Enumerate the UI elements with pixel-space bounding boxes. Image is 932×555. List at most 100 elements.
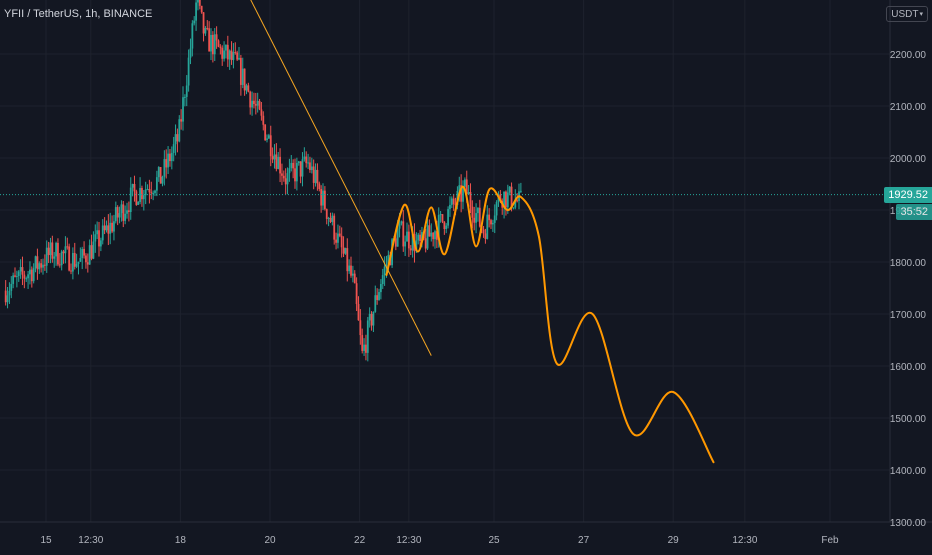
candle [81,246,84,270]
candle [111,215,113,234]
candle [344,247,347,255]
price-axis[interactable]: 2200.002100.002000.001900.001800.001700.… [890,50,927,529]
candle-body [43,264,46,266]
candle [262,111,265,131]
candle-body [36,256,39,270]
candle-body [445,225,448,230]
candle-body [73,252,76,267]
candle [243,68,246,96]
candle [88,239,91,265]
candle-body [200,5,203,13]
candle-body [40,263,43,268]
symbol-title[interactable]: YFII / TetherUS, 1h, BINANCE [4,8,153,20]
candle [187,49,190,92]
candle [232,43,235,69]
candle [17,270,20,282]
candle [383,256,386,286]
candle-body [241,68,244,85]
candle-body [301,159,304,177]
candle [471,200,474,229]
candle [310,157,313,174]
candle-body [30,269,33,282]
candle-body [355,283,358,304]
candle-body [366,320,369,353]
candle [85,253,87,269]
candle-body [279,156,281,174]
candle [379,279,382,300]
candle-body [198,0,201,6]
candle [118,206,121,224]
candle-body [27,274,29,279]
candle [342,236,345,258]
candle [92,231,95,260]
candle [327,216,330,227]
candle [204,26,207,36]
candle [182,86,184,131]
candle-body [182,97,184,122]
candle [208,21,211,52]
candle-body [303,156,306,160]
candle-body [155,177,158,191]
candle-body [178,119,181,142]
candle [221,45,224,66]
candle-body [254,103,257,106]
candle [55,241,57,266]
candle-body [394,238,397,247]
candle [275,143,278,172]
time-axis[interactable]: 15 12:30 18 20 22 12:30 25 27 29 12:30 Feb [40,535,839,546]
candle-body [47,247,50,256]
candle-body [365,344,367,353]
candle [133,175,136,202]
candle [49,237,52,264]
candle-body [510,186,513,208]
candle [277,151,280,170]
candle-body [146,189,149,191]
candle-body [266,138,268,141]
candle [322,183,324,210]
candle-body [318,183,321,189]
candle-body [437,215,440,240]
candle-body [327,217,330,219]
candle-body [14,275,16,277]
currency-selector[interactable]: USDT▾ [886,6,928,22]
candle-body [225,44,227,51]
candle [38,261,41,274]
candle [267,133,270,139]
candle-body [435,231,438,240]
candle [47,241,50,263]
candle-body [329,217,332,222]
candle [183,94,186,107]
candle-body [8,290,11,296]
candle-body [126,210,128,214]
candle-body [398,223,401,229]
drawings[interactable] [239,0,715,464]
candle [51,235,54,263]
candle [174,124,177,156]
candle-body [295,163,298,182]
candle-body [38,263,41,270]
candle [29,261,31,285]
candle-body [432,232,435,240]
candle-body [159,167,162,184]
candle [355,277,358,312]
candle [325,208,328,225]
candle [329,212,332,224]
candle-body [118,213,121,218]
candle [211,31,214,63]
candle-body [320,188,323,206]
time-tick-label: Feb [821,535,839,546]
candle [98,221,100,257]
candle [374,285,377,313]
candle [103,217,106,235]
candle [258,98,261,111]
candle [36,248,39,280]
candle [361,328,364,354]
candle [288,158,291,182]
candle-body [215,34,218,41]
candle-body [183,96,186,98]
candle [490,218,492,229]
candle-body [490,220,492,225]
candle-body [236,52,239,60]
